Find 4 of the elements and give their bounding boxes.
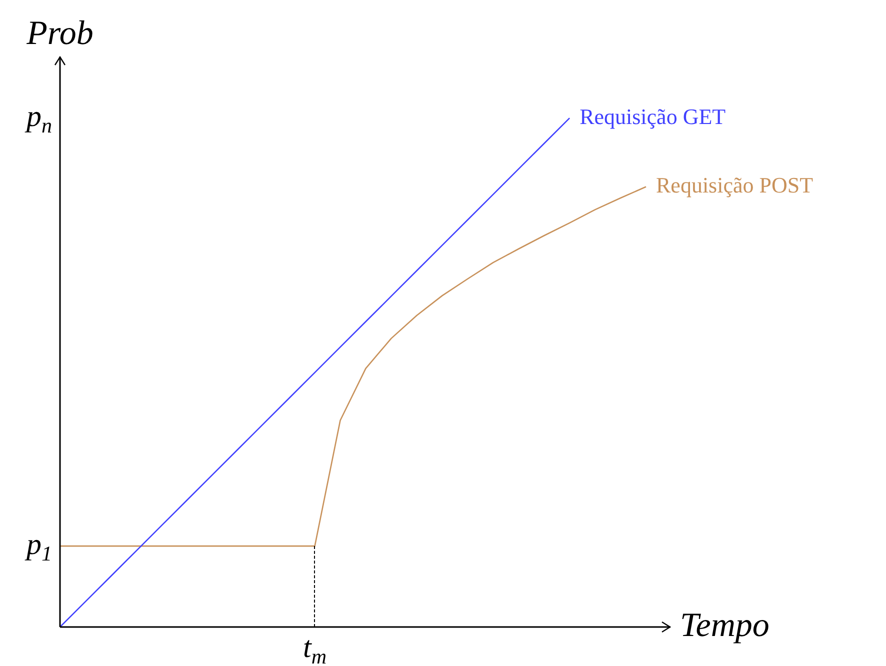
series-label: Requisição POST (656, 172, 814, 198)
series-label: Requisição GET (580, 104, 726, 129)
x-axis-title: Tempo (680, 606, 770, 644)
y-axis-title: Prob (26, 14, 94, 52)
